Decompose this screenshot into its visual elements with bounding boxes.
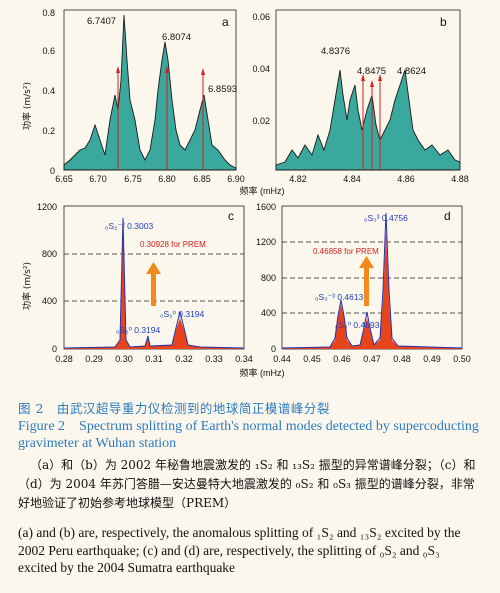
x-tick-label: 6.75 <box>124 174 142 184</box>
prem-label: 0.46858 for PREM <box>313 247 379 256</box>
x-tick-label: 0.31 <box>145 354 163 364</box>
mode-label: ₀S₂⁰ 0.3194 <box>160 309 205 319</box>
y-tick-label: 0.04 <box>252 64 270 74</box>
panel-d: ₀S₃³ 0.4756 0.46858 for PREM ₀S₃⁻³ 0.461… <box>256 202 471 364</box>
y-tick-label: 0.8 <box>42 8 55 18</box>
x-tick-label: 0.44 <box>273 354 291 364</box>
x-tick-label: 4.88 <box>451 174 469 184</box>
caption-cn-title: 图 2 由武汉超导重力仪检测到的地球简正模谱峰分裂 <box>18 401 330 416</box>
peak-label: 4.8376 <box>321 46 350 57</box>
x-tick-label: 6.85 <box>193 174 211 184</box>
x-axis-label: 频率 (mHz) <box>240 185 285 196</box>
y-tick-label: 0.02 <box>252 116 270 126</box>
y-tick-label: 1200 <box>37 202 57 212</box>
y-tick-label: 800 <box>261 273 276 283</box>
x-tick-label: 4.86 <box>397 174 415 184</box>
x-tick-label: 6.65 <box>55 174 73 184</box>
x-tick-label: 0.45 <box>303 354 321 364</box>
peak-label: 6.7407 <box>87 16 116 27</box>
y-tick-label: 0 <box>52 344 57 354</box>
x-tick-label: 0.46 <box>333 354 351 364</box>
y-tick-label: 400 <box>42 296 57 306</box>
panel-a: 6.7407 6.8074 6.8593 a 0 0.2 0.4 0.6 0.8… <box>21 8 245 184</box>
peak-label: 6.8074 <box>162 32 191 43</box>
y-tick-label: 0.06 <box>252 12 270 22</box>
x-tick-label: 6.70 <box>89 174 107 184</box>
peak-label: 4.8624 <box>397 66 426 77</box>
x-tick-label: 0.50 <box>453 354 471 364</box>
x-tick-label: 4.82 <box>289 174 307 184</box>
prem-label: 0.30928 for PREM <box>140 240 206 249</box>
x-tick-label: 0.49 <box>423 354 441 364</box>
panel-c-blue-line <box>63 217 245 349</box>
panel-letter: c <box>228 209 234 223</box>
x-tick-label: 0.28 <box>55 354 73 364</box>
caption-cn-body: （a）和（b）为 2002 年秘鲁地震激发的 ₁S₂ 和 ₁₃S₂ 振型的异常谱… <box>18 458 476 510</box>
y-tick-label: 800 <box>42 249 57 259</box>
panel-letter: b <box>440 15 447 29</box>
panel-b: 4.8376 4.8475 4.8624 b 0.02 0.04 0.06 4.… <box>252 9 469 184</box>
mode-label: ₀S₃⁻³ 0.4613 <box>315 292 364 302</box>
y-axis-label: 功率 (m/s²) <box>21 262 33 310</box>
mode-label: ₀S₂⁰ 0.3194 <box>116 325 161 335</box>
mode-label: ₀S₃⁰ 0.4693 <box>335 320 380 330</box>
x-tick-label: 0.29 <box>85 354 103 364</box>
x-tick-label: 0.32 <box>175 354 193 364</box>
x-tick-label: 0.30 <box>115 354 133 364</box>
panel-d-blue-line <box>281 212 463 349</box>
y-tick-label: 0.2 <box>42 126 55 136</box>
panel-letter: a <box>222 15 229 29</box>
y-tick-label: 1200 <box>256 237 276 247</box>
x-tick-label: 6.80 <box>158 174 176 184</box>
y-axis-label: 功率 (m/s²) <box>21 82 33 130</box>
mode-label: ₀S₃³ 0.4756 <box>364 213 408 223</box>
y-tick-label: 0.6 <box>42 46 55 56</box>
panel-c: ₀S₂⁻² 0.3003 0.30928 for PREM ₀S₂⁰ 0.319… <box>21 202 253 364</box>
y-tick-label: 0 <box>271 344 276 354</box>
caption-en-body: (a) and (b) are, respectively, the anoma… <box>18 525 461 575</box>
peak-label: 6.8593 <box>208 84 237 95</box>
mode-label: ₀S₂⁻² 0.3003 <box>105 221 153 231</box>
caption-en-title: Figure 2 Spectrum splitting of Earth's n… <box>18 419 479 451</box>
x-axis-label: 频率 (mHz) <box>240 367 285 378</box>
x-tick-label: 0.34 <box>235 354 253 364</box>
figure-panels: 6.7407 6.8074 6.8593 a 0 0.2 0.4 0.6 0.8… <box>21 8 471 378</box>
y-tick-label: 0.4 <box>42 86 55 96</box>
x-tick-label: 6.90 <box>227 174 245 184</box>
x-tick-label: 0.47 <box>363 354 381 364</box>
x-tick-label: 0.48 <box>393 354 411 364</box>
x-tick-label: 4.84 <box>343 174 361 184</box>
y-tick-label: 400 <box>261 308 276 318</box>
x-tick-label: 0.33 <box>205 354 223 364</box>
y-tick-label: 0 <box>50 166 55 176</box>
peak-label: 4.8475 <box>357 66 386 77</box>
panel-b-spectrum <box>275 69 461 171</box>
panel-letter: d <box>444 209 451 223</box>
panel-a-spectrum <box>63 14 237 171</box>
y-tick-label: 1600 <box>256 202 276 212</box>
